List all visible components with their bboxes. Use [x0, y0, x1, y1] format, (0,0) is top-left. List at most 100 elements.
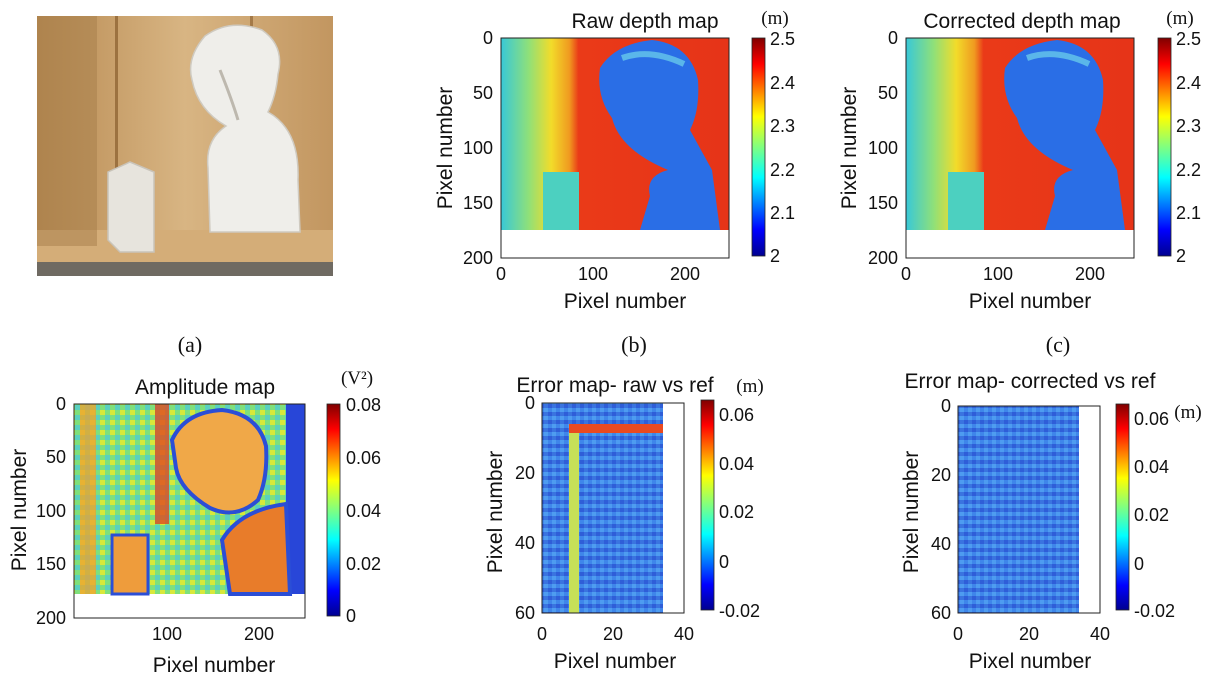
plot-title: Error map- raw vs ref [516, 374, 713, 397]
wood-plank-line [115, 16, 118, 231]
x-axis-label: Pixel number [564, 290, 687, 313]
colorbar [326, 403, 341, 617]
heatmap-block-region [948, 172, 984, 230]
y-tick-label: 150 [36, 554, 66, 574]
bottom-base [37, 262, 333, 276]
colorbar [1157, 37, 1172, 257]
colorbar [751, 37, 766, 257]
colorbar-tick-label: 2.1 [770, 203, 795, 223]
colorbar-tick-label: 2.5 [1176, 29, 1201, 49]
heatmap-orange-band [80, 404, 96, 594]
colorbar-ticks: 0.08 0.06 0.04 0.02 0 [346, 395, 381, 626]
colorbar-unit: (m) [1166, 8, 1193, 29]
y-tick-label: 0 [888, 28, 898, 48]
x-tick-label: 0 [537, 624, 547, 644]
x-ticks: 0 20 40 [537, 624, 694, 644]
colorbar-unit: (m) [736, 376, 763, 397]
y-tick-label: 100 [463, 138, 493, 158]
colorbar-ticks: 0.06 0.04 0.02 0 -0.02 [719, 405, 760, 621]
bust-sculpture [189, 24, 301, 233]
colorbar-ticks: 2.5 2.4 2.3 2.2 2.1 2 [770, 29, 795, 266]
y-ticks: 0 20 40 60 [931, 396, 951, 623]
colorbar-tick-label: 0.04 [1134, 457, 1169, 477]
colorbar-ticks: 0.06 0.04 0.02 0 -0.02 [1134, 409, 1175, 621]
y-tick-label: 150 [463, 193, 493, 213]
y-tick-label: 200 [868, 248, 898, 268]
y-tick-label: 50 [473, 83, 493, 103]
y-tick-label: 0 [941, 396, 951, 416]
x-tick-label: 100 [152, 624, 182, 644]
y-axis-label: Pixel number [434, 87, 457, 210]
panel-corrected-depth-map: Corrected depth map (m) Pixel number Pix… [838, 8, 1201, 313]
x-ticks: 100 200 [152, 624, 274, 644]
plot-title: Raw depth map [571, 10, 718, 33]
y-ticks: 0 50 100 150 200 [36, 394, 66, 628]
panel-label-a: (a) [178, 332, 202, 357]
x-ticks: 0 100 200 [496, 264, 700, 284]
heatmap-bust-detail [1025, 51, 1091, 67]
colorbar-tick-label: 0 [346, 606, 356, 626]
panel-label-b: (b) [621, 332, 647, 357]
colorbar-tick-label: -0.02 [1134, 601, 1175, 621]
colorbar-tick-label: 0 [719, 552, 729, 572]
y-tick-label: 60 [515, 603, 535, 623]
y-tick-label: 100 [868, 138, 898, 158]
plot-frame [541, 402, 685, 614]
y-ticks: 0 50 100 150 200 [868, 28, 898, 268]
colorbar-tick-label: 0.04 [346, 501, 381, 521]
plot-frame [905, 37, 1135, 259]
heatmap-bust-shoulder [219, 501, 293, 596]
x-tick-label: 200 [1075, 264, 1105, 284]
x-tick-label: 100 [983, 264, 1013, 284]
colorbar-tick-label: 2.4 [1176, 73, 1201, 93]
colorbar-tick-label: 0.06 [346, 448, 381, 468]
panel-error-map-raw: Error map- raw vs ref (m) Pixel number P… [484, 374, 764, 673]
heatmap-error-vertical-edge [569, 426, 579, 613]
colorbar-tick-label: 0 [1134, 554, 1144, 574]
panel-label-c: (c) [1046, 332, 1070, 357]
y-tick-label: 0 [525, 393, 535, 413]
y-axis-label: Pixel number [900, 451, 923, 574]
x-tick-label: 100 [578, 264, 608, 284]
colorbar-tick-label: 2.3 [1176, 116, 1201, 136]
y-tick-label: 50 [878, 83, 898, 103]
y-tick-label: 60 [931, 603, 951, 623]
colorbar [700, 399, 715, 611]
colorbar-unit: (m) [1174, 402, 1201, 423]
heatmap-bust-detail [620, 51, 686, 67]
heatmap-blue-edge [286, 404, 305, 594]
bust-face-shadow [218, 69, 240, 121]
colorbar-tick-label: 2.5 [770, 29, 795, 49]
x-axis-label: Pixel number [153, 654, 276, 677]
heatmap-bust-region [599, 40, 720, 230]
x-tick-label: 20 [1019, 624, 1039, 644]
y-tick-label: 20 [931, 465, 951, 485]
plot-title: Corrected depth map [923, 10, 1120, 33]
heatmap-error-horizontal-edge [569, 424, 663, 433]
colorbar-tick-label: -0.02 [719, 601, 760, 621]
x-tick-label: 40 [1090, 624, 1110, 644]
panel-error-map-corrected: Error map- corrected vs ref (m) Pixel nu… [900, 370, 1202, 673]
plot-frame [957, 405, 1101, 614]
colorbar-tick-label: 0.04 [719, 454, 754, 474]
heatmap-red-band [155, 404, 169, 524]
colorbar-tick-label: 0.06 [1134, 409, 1169, 429]
x-axis-label: Pixel number [969, 290, 1092, 313]
y-tick-label: 0 [56, 394, 66, 414]
x-tick-label: 20 [603, 624, 623, 644]
x-tick-label: 200 [670, 264, 700, 284]
colorbar-tick-label: 0.02 [719, 502, 754, 522]
x-axis-label: Pixel number [969, 650, 1092, 673]
heatmap-block-region [110, 533, 150, 596]
colorbar-tick-label: 2.2 [1176, 160, 1201, 180]
heatmap-background [542, 403, 663, 613]
y-axis-label: Pixel number [484, 451, 507, 574]
y-tick-label: 150 [868, 193, 898, 213]
y-ticks: 0 50 100 150 200 [463, 28, 493, 268]
heatmap-bust-region [169, 407, 269, 515]
x-tick-label: 0 [953, 624, 963, 644]
panel-raw-depth-map: Raw depth map (m) Pixel number Pixel num… [434, 8, 795, 313]
y-tick-label: 200 [36, 608, 66, 628]
colorbar-tick-label: 0.06 [719, 405, 754, 425]
